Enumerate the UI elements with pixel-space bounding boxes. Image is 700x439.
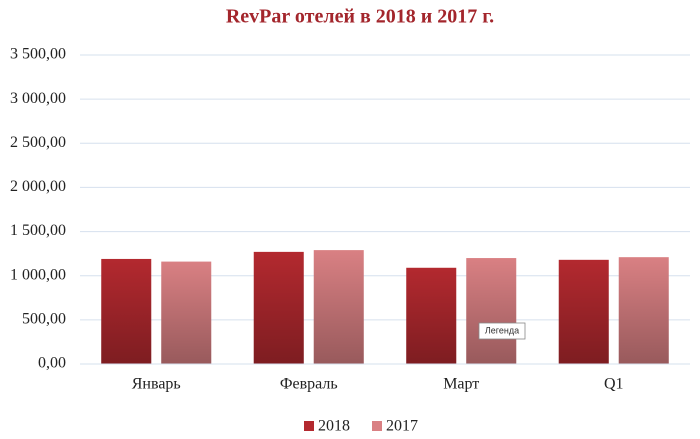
bar [406,267,457,364]
legend-swatch [372,421,382,431]
y-tick-label: 3 000,00 [10,90,66,107]
chart-title: RevPar отелей в 2018 и 2017 г. [226,6,494,28]
x-tick-label: Январь [132,376,181,393]
legend-label: 2018 [318,418,350,435]
x-tick-label: Февраль [280,376,338,393]
bar [618,257,669,364]
bar [101,258,152,364]
x-tick-label: Q1 [604,376,624,393]
bar [313,250,364,364]
bar [466,258,517,364]
y-tick-label: 1 000,00 [10,266,66,283]
y-tick-label: 2 000,00 [10,178,66,195]
y-tick-label: 2 500,00 [10,134,66,151]
y-tick-label: 0,00 [38,355,66,372]
legend-swatch [304,421,314,431]
bar [161,261,212,364]
tooltip-text: Легенда [485,325,519,335]
y-tick-label: 3 500,00 [10,46,66,63]
bar [253,251,304,364]
tooltip-box [478,322,526,340]
tooltip: Легенда [478,322,526,340]
bar [558,259,609,364]
legend-label: 2017 [386,418,418,435]
y-tick-label: 500,00 [22,311,66,328]
y-tick-label: 1 500,00 [10,222,66,239]
x-tick-label: Март [443,376,479,393]
